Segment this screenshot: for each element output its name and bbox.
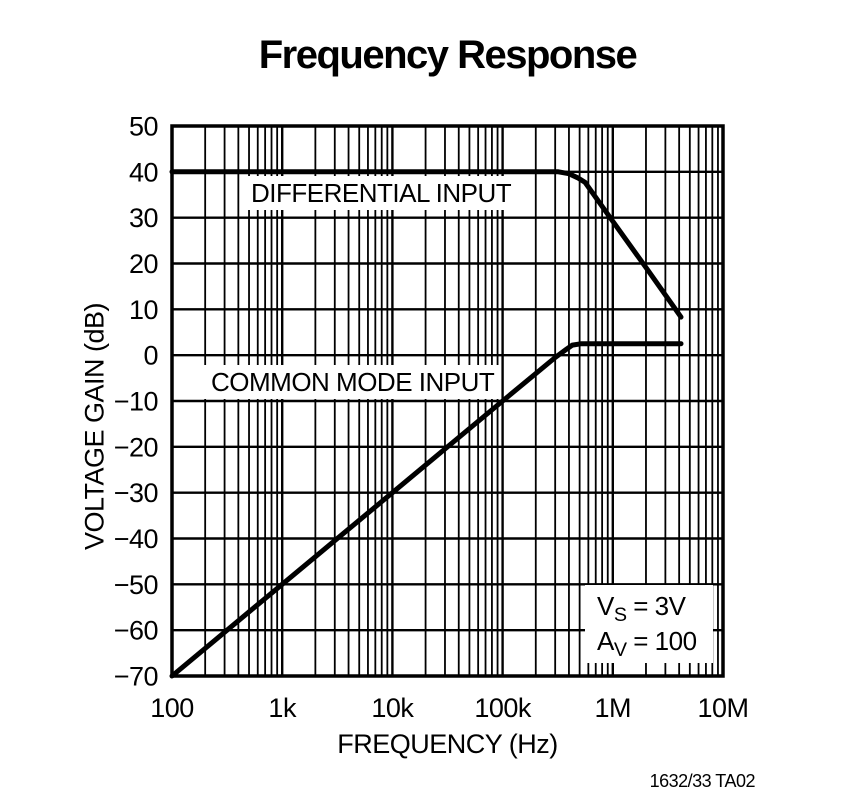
plot-border (170, 124, 725, 678)
condition-symbol: V (597, 591, 614, 621)
condition-voltage-gain: AV = 100 (597, 624, 713, 662)
y-tick-label: −10 (114, 387, 158, 417)
y-tick-label: 20 (129, 249, 158, 279)
series-label-differential-input: DIFFERENTIAL INPUT (244, 176, 519, 210)
y-tick-label: 40 (129, 157, 158, 187)
series-curve-differential-input (169, 169, 684, 320)
series-curve-common-mode-input (169, 341, 684, 679)
y-tick-label: −60 (114, 616, 158, 646)
y-tick-label: 10 (129, 295, 158, 325)
condition-value: = 100 (626, 626, 697, 656)
y-tick-label: −40 (114, 524, 158, 554)
x-tick-label: 1k (268, 693, 297, 723)
chart-title: Frequency Response (258, 33, 638, 77)
x-tick-label: 10k (371, 693, 414, 723)
x-tick-label: 100 (150, 693, 194, 723)
figure-code: 1632/33 TA02 (649, 771, 756, 791)
series-label-common-mode-input: COMMON MODE INPUT (204, 365, 502, 399)
condition-supply-voltage: VS = 3V (597, 589, 713, 627)
x-tick-label: 1M (595, 693, 632, 723)
y-tick-label: 30 (129, 203, 158, 233)
condition-subscript: S (613, 604, 627, 627)
y-tick-label: 50 (129, 112, 158, 142)
y-tick-label: −70 (114, 662, 158, 692)
y-tick-label: 0 (143, 341, 158, 371)
conditions-annotation: VS = 3V AV = 100 (585, 585, 713, 663)
y-tick-label: −30 (114, 478, 158, 508)
y-tick-label: −20 (114, 432, 158, 462)
y-tick-label: −50 (114, 570, 158, 600)
condition-value: = 3V (626, 591, 686, 621)
x-axis-title: FREQUENCY (Hz) (337, 729, 558, 759)
y-axis-title: VOLTAGE GAIN (dB) (79, 302, 110, 551)
condition-subscript: V (613, 639, 627, 662)
condition-symbol: A (597, 626, 614, 656)
x-tick-label: 100k (474, 693, 532, 723)
x-tick-label: 10M (697, 693, 748, 723)
